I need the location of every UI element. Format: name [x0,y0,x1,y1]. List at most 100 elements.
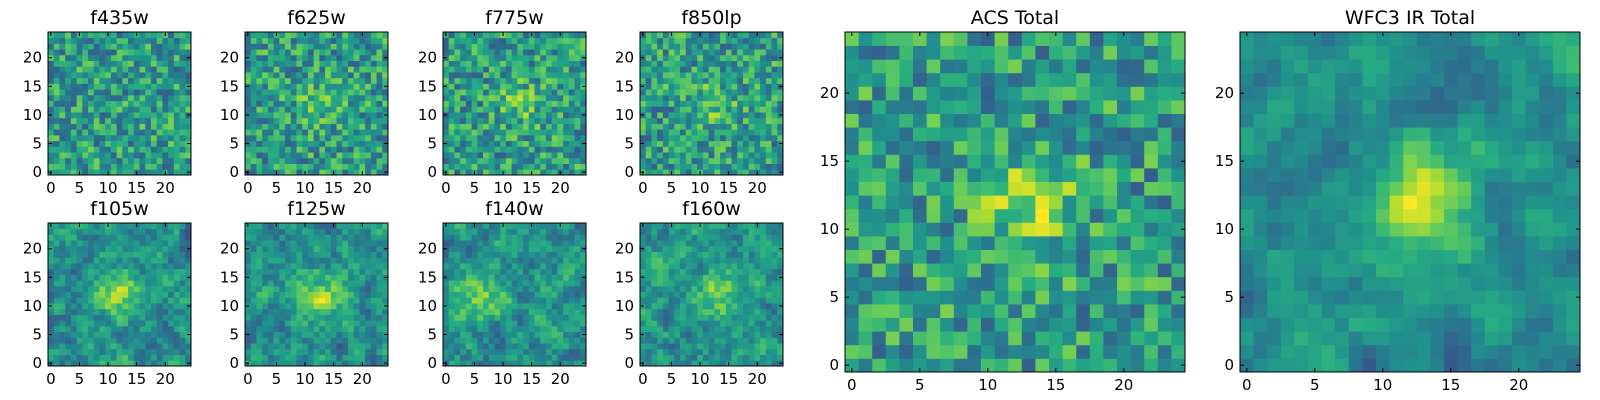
heatmap-cell [76,343,83,350]
heatmap-cell [551,303,558,310]
heatmap-cell [313,320,320,327]
heatmap-cell [505,169,513,176]
heatmap-cell [347,263,355,270]
heatmap-cell [580,234,587,241]
heatmap-cell [365,146,372,153]
heatmap-cell [685,169,692,176]
heatmap-cell [568,337,575,344]
heatmap-cell [651,43,658,50]
heatmap-cell [465,140,472,147]
heatmap-cell [347,157,355,164]
heatmap-cell [760,66,767,73]
heatmap-cell [179,343,186,350]
heatmap-cell [534,66,541,73]
heatmap-cell [376,331,383,338]
heatmap-cell [488,251,495,258]
heatmap-cell [742,152,750,159]
heatmap-cell [523,251,530,258]
heatmap-cell [150,280,158,287]
heatmap-cell [668,348,675,355]
heatmap-cell [657,285,664,293]
heatmap-cell [708,66,715,73]
heatmap-cell [511,285,518,293]
heatmap-cell [285,285,292,293]
heatmap-cell [122,83,129,90]
heatmap-cell [133,291,140,298]
heatmap-cell [267,337,274,344]
heatmap-cell [483,251,490,258]
heatmap-cell [336,123,343,130]
heatmap-cell [150,106,158,113]
heatmap-cell [494,337,501,344]
heatmap-cell [59,140,66,147]
heatmap-cell [540,129,547,136]
heatmap-cell [330,331,337,338]
heatmap-cell [674,49,681,56]
heatmap-cell [523,331,530,338]
heatmap-cell [285,72,292,79]
heatmap-cell [59,354,66,361]
heatmap-cell [685,157,692,164]
heatmap-cell [540,263,547,270]
heatmap-cell [488,43,495,50]
heatmap-cell [59,72,66,79]
heatmap-cell [563,83,570,90]
heatmap-cell [76,348,83,355]
heatmap-cell [505,303,513,310]
heatmap-cell [168,106,175,113]
heatmap-cell [720,32,727,39]
heatmap-cell [359,94,366,102]
heatmap-cell [505,123,513,130]
heatmap-cell [302,72,309,79]
heatmap-cell [737,303,744,310]
heatmap-cell [771,337,778,344]
heatmap-cell [500,66,507,73]
heatmap-cell [302,152,309,159]
heatmap-cell [353,251,360,258]
heatmap-cell [448,274,455,281]
heatmap-cell [245,285,252,293]
heatmap-cell [342,354,349,361]
heatmap-cell [477,245,484,252]
heatmap-cell [65,245,72,252]
heatmap-cell [250,43,257,50]
heatmap-cell [580,32,587,39]
heatmap-cell [110,228,118,235]
heatmap-cell [88,251,95,258]
heatmap-cell [505,152,513,159]
heatmap-cell [748,89,755,96]
heatmap-cell [179,43,186,50]
axes-frame [442,222,587,367]
heatmap-cell [568,331,575,338]
heatmap-cell [307,100,315,107]
heatmap-cell [725,123,732,130]
heatmap-cell [528,303,535,310]
heatmap-cell [99,263,106,270]
heatmap-cell [748,83,755,90]
heatmap-cell [185,234,192,241]
heatmap-cell [347,223,355,230]
heatmap-cell [685,297,692,304]
heatmap-cell [563,263,570,270]
heatmap-cell [250,314,257,321]
heatmap-cell [122,134,129,142]
heatmap-cell [477,77,484,84]
heatmap-cell [500,146,507,153]
heatmap-cell [116,66,123,73]
heatmap-cell [731,169,738,176]
heatmap-cell [302,234,309,241]
heatmap-cell [488,291,495,298]
heatmap-cell [53,117,60,124]
heatmap-cell [53,54,60,61]
heatmap-cell [99,112,106,119]
heatmap-cell [680,94,687,102]
heatmap-cell [156,169,163,176]
heatmap-cell [82,285,89,293]
heatmap-cell [568,228,575,235]
heatmap-cell [105,251,112,258]
heatmap-cell [488,337,495,344]
heatmap-cell [82,72,89,79]
heatmap-cell [250,112,257,119]
heatmap-cell [99,152,106,159]
heatmap-cell [319,303,326,310]
